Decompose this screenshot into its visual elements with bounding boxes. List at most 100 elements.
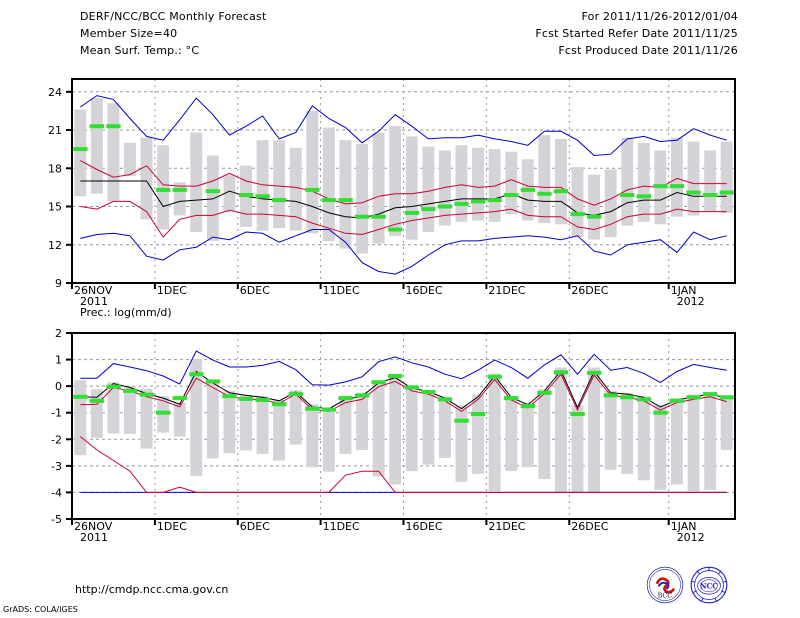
observation-marker xyxy=(73,147,88,152)
ensemble-spread-bar xyxy=(604,169,617,238)
ensemble-spread-bar xyxy=(190,132,203,232)
ensemble-spread-bar xyxy=(389,126,402,236)
series-lower-quartile xyxy=(80,200,727,238)
ensemble-spread-bar xyxy=(223,174,236,212)
observation-marker xyxy=(653,184,668,189)
observation-marker xyxy=(288,392,303,397)
observation-marker xyxy=(238,193,254,197)
ensemble-spread-bar xyxy=(687,141,700,216)
ensemble-spread-bar xyxy=(289,390,302,445)
ensemble-spread-bar xyxy=(439,150,451,226)
ensemble-spread-bar xyxy=(107,103,120,202)
website-url[interactable]: http://cmdp.ncc.cma.gov.cn xyxy=(75,583,229,596)
precipitation-chart-title: Prec.: log(mm/d) xyxy=(80,306,172,319)
series-upper-quartile xyxy=(80,373,727,413)
observation-marker xyxy=(156,187,171,192)
ensemble-spread-bar xyxy=(671,398,683,485)
y-tick-label: 21 xyxy=(48,124,62,137)
y-tick-label: -4 xyxy=(51,486,62,499)
observation-marker xyxy=(172,396,187,401)
ensemble-spread-bar xyxy=(240,394,252,451)
ensemble-spread-bar xyxy=(389,374,402,485)
ensemble-spread-bar xyxy=(256,396,269,454)
observation-marker xyxy=(205,379,221,384)
plot-frame xyxy=(71,332,736,520)
grads-credit: GrADS: COLA/IGES xyxy=(3,605,78,614)
observation-marker xyxy=(238,396,254,401)
observation-marker xyxy=(653,410,668,415)
ensemble-spread-bar xyxy=(604,390,617,470)
x-tick-label: 11DEC xyxy=(323,284,360,297)
ensemble-spread-bar xyxy=(472,147,484,221)
ensemble-spread-bar xyxy=(720,141,733,213)
x-tick-label: 26DEC xyxy=(571,520,608,533)
observation-marker xyxy=(703,193,718,197)
observation-marker xyxy=(471,412,486,416)
ensemble-spread-bar xyxy=(289,147,302,231)
ncc-logo-icon: NCC xyxy=(690,566,728,604)
observation-marker xyxy=(354,214,370,219)
y-tick-label: 18 xyxy=(48,162,62,175)
ensemble-spread-bar xyxy=(157,145,170,230)
x-tick-label: 6DEC xyxy=(240,520,270,533)
ensemble-spread-bar xyxy=(505,396,518,472)
observation-marker xyxy=(669,398,685,403)
ensemble-spread-bar xyxy=(720,396,733,450)
observation-marker xyxy=(636,397,651,402)
observation-marker xyxy=(89,398,104,403)
ensemble-spread-bar xyxy=(654,405,667,490)
series-ensemble-max xyxy=(80,95,727,157)
observation-marker xyxy=(189,372,204,377)
x-tick-label: 1JAN xyxy=(671,284,697,297)
x-tick-label: 26NOV xyxy=(74,284,113,297)
ensemble-spread-bar xyxy=(339,398,352,454)
ensemble-spread-bar xyxy=(621,392,634,474)
observation-marker xyxy=(471,199,486,204)
observation-marker xyxy=(338,396,353,401)
ensemble-spread-bar xyxy=(173,182,186,216)
ensemble-spread-bar xyxy=(621,137,634,226)
y-tick-label: 15 xyxy=(48,201,62,214)
ensemble-spread-bar xyxy=(571,167,584,238)
ensemble-spread-bar xyxy=(488,149,501,222)
svg-text:NCC: NCC xyxy=(700,581,718,590)
x-tick-label-year: 2012 xyxy=(677,295,705,308)
x-tick-label-year: 2011 xyxy=(80,295,108,308)
ensemble-spread-bar xyxy=(223,390,236,454)
ensemble-spread-bar xyxy=(372,132,385,244)
ensemble-spread-bar xyxy=(256,140,269,231)
series-ensemble-mean xyxy=(80,180,727,219)
y-tick-label: 24 xyxy=(48,86,62,99)
y-tick-label: 0 xyxy=(55,380,62,393)
observation-marker xyxy=(553,370,569,375)
ensemble-spread-bar xyxy=(190,359,203,476)
ensemble-spread-bar xyxy=(588,367,600,493)
observation-marker xyxy=(504,193,519,197)
ensemble-spread-bar xyxy=(322,407,335,472)
observation-markers xyxy=(73,124,734,232)
observation-marker xyxy=(205,189,221,194)
observation-marker xyxy=(89,124,104,129)
observation-marker xyxy=(305,406,320,411)
observation-marker xyxy=(222,394,237,399)
forecast-period-label: For 2011/11/26-2012/01/04 xyxy=(581,10,738,23)
x-tick-label: 1DEC xyxy=(157,284,187,297)
observation-marker xyxy=(620,193,635,197)
ensemble-spread-bar xyxy=(472,394,484,474)
observation-marker xyxy=(421,207,436,212)
ensemble-spread-bar xyxy=(521,402,534,468)
observation-marker xyxy=(719,190,734,195)
series-ensemble-mean xyxy=(80,369,727,410)
x-tick-label: 16DEC xyxy=(406,520,443,533)
observation-marker xyxy=(272,402,287,407)
x-tick-label: 26NOV xyxy=(74,520,113,533)
ensemble-spread-bar xyxy=(90,98,103,194)
observation-marker xyxy=(371,214,386,219)
ensemble-spread-bar xyxy=(422,390,435,465)
observation-marker xyxy=(454,201,469,206)
observation-marker xyxy=(703,392,718,397)
observation-marker xyxy=(669,184,685,189)
ensemble-spread-bar xyxy=(422,146,435,232)
